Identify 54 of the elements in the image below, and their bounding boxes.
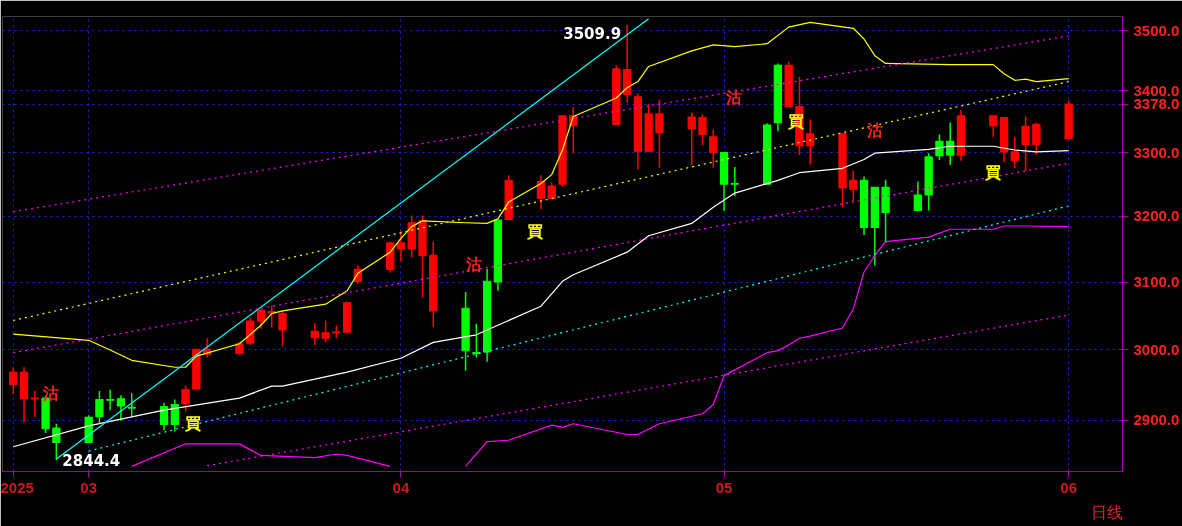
candlestick [946, 121, 955, 166]
candlestick [655, 99, 664, 169]
candlestick [246, 316, 255, 346]
candlestick [1010, 136, 1019, 170]
candlestick [159, 402, 169, 431]
annotation: 沽 [464, 255, 482, 275]
candlestick [913, 180, 923, 212]
candlestick [472, 323, 481, 359]
candlestick [1032, 121, 1041, 156]
annotation: 3509.9 [563, 24, 622, 43]
y-tick-label: 2900.0 [1133, 411, 1180, 429]
annotation: 沽 [41, 384, 59, 404]
x-tick-label: 2025 [0, 478, 34, 496]
candlestick [116, 394, 126, 422]
candlestick [9, 366, 18, 395]
y-tick-label: 3000.0 [1133, 340, 1180, 358]
x-tick-label: 04 [392, 478, 410, 496]
candlestick [536, 174, 546, 210]
candlestick [730, 166, 739, 198]
candlestick [181, 384, 190, 413]
candlestick [1021, 115, 1030, 172]
annotation: 2844.4 [62, 452, 121, 471]
annotation: 沽 [865, 120, 883, 140]
y-tick-label: 3300.0 [1133, 143, 1180, 161]
candlestick [52, 422, 61, 462]
x-tick-label: 03 [80, 478, 97, 496]
candlestick [170, 398, 179, 433]
candlestick [106, 388, 115, 411]
candlestick [989, 115, 998, 138]
candlestick [256, 308, 266, 330]
annotation: 買 [984, 163, 1002, 183]
y-tick-label: 3100.0 [1133, 273, 1180, 291]
annotation: 沽 [724, 87, 742, 107]
x-tick-label: 05 [715, 478, 733, 496]
candlestick [310, 322, 319, 346]
candlestick [806, 118, 815, 166]
candlestick [30, 389, 39, 419]
text: 日线 [1090, 502, 1123, 522]
line-series [12, 21, 1070, 368]
candlestick [127, 392, 136, 418]
candlestick [396, 230, 406, 263]
candlestick [687, 111, 696, 166]
annotation: 買 [183, 414, 201, 434]
candlestick [278, 310, 287, 348]
candlestick [709, 128, 718, 169]
annotation: 買 [525, 221, 543, 241]
y-tick-label: 3200.0 [1133, 207, 1180, 225]
candlestick [698, 113, 707, 147]
candlestick [321, 319, 330, 344]
candlestick [95, 390, 104, 425]
candlestick [849, 170, 858, 203]
y-tick-label: 3500.0 [1133, 21, 1180, 39]
candlestick [935, 133, 944, 161]
x-tick-label: 06 [1060, 478, 1077, 496]
